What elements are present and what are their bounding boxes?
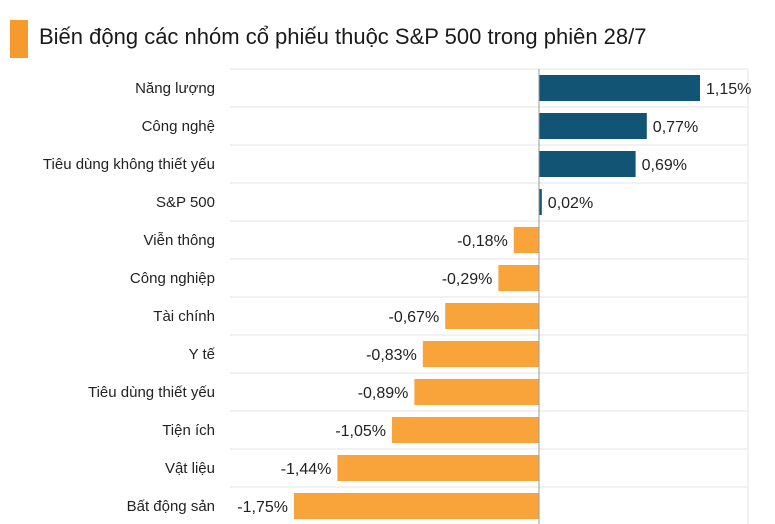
bar	[422, 341, 539, 367]
value-label: -1,05%	[335, 423, 386, 440]
value-label: -0,89%	[358, 385, 409, 402]
category-label: S&P 500	[156, 194, 215, 211]
category-label: Bất động sản	[127, 498, 215, 515]
value-label: -0,67%	[388, 309, 439, 326]
value-label: 1,15%	[706, 81, 751, 98]
bar	[539, 113, 647, 139]
bar	[539, 75, 700, 101]
bar	[513, 227, 539, 253]
category-label: Vật liệu	[165, 460, 215, 477]
category-label: Tài chính	[153, 308, 215, 325]
bar	[539, 189, 542, 215]
category-label: Công nghiệp	[130, 270, 215, 287]
value-label: 0,69%	[642, 157, 687, 174]
bar	[445, 303, 539, 329]
bar	[337, 455, 539, 481]
bar	[539, 151, 636, 177]
category-label: Tiêu dùng không thiết yếu	[43, 156, 215, 173]
value-label: -0,83%	[366, 347, 417, 364]
category-label: Y tế	[189, 346, 216, 363]
category-label: Tiêu dùng thiết yếu	[88, 384, 215, 401]
value-label: -1,44%	[281, 461, 332, 478]
bar	[392, 417, 539, 443]
value-label: 0,02%	[548, 195, 593, 212]
category-label: Năng lượng	[135, 80, 215, 97]
title-accent-bar	[10, 20, 28, 58]
value-label: -1,75%	[237, 499, 288, 516]
value-label: 0,77%	[653, 119, 698, 136]
value-label: -0,29%	[442, 271, 493, 288]
category-label: Viễn thông	[144, 232, 215, 249]
bar	[498, 265, 539, 291]
category-label: Công nghệ	[142, 118, 215, 135]
bar	[294, 493, 539, 519]
chart-title: Biến động các nhóm cổ phiếu thuộc S&P 50…	[39, 24, 647, 49]
bar	[414, 379, 539, 405]
value-label: -0,18%	[457, 233, 508, 250]
category-label: Tiện ích	[162, 422, 215, 439]
